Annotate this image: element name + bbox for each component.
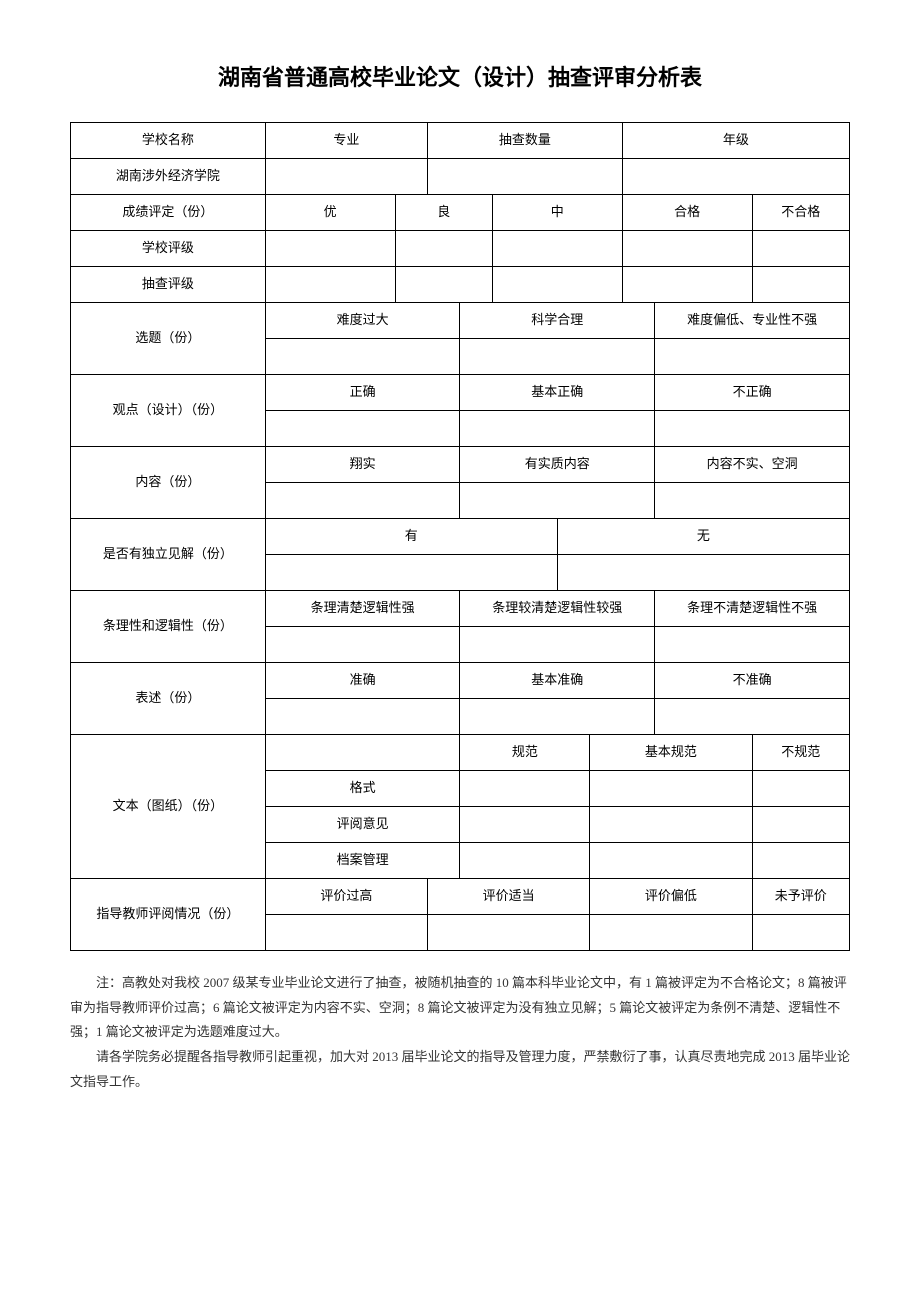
school-rating-good [395, 231, 492, 267]
content-label: 内容（份） [71, 447, 266, 519]
text-label: 文本（图纸）（份） [71, 735, 266, 879]
score-excellent: 优 [265, 195, 395, 231]
text-archive: 档案管理 [265, 843, 460, 879]
school-rating-label: 学校评级 [71, 231, 266, 267]
text-nonstd: 不规范 [752, 735, 849, 771]
topic-hard-val [265, 339, 460, 375]
count-label: 抽查数量 [427, 123, 622, 159]
text-review-basic [590, 807, 752, 843]
content-substantial: 有实质内容 [460, 447, 655, 483]
viewpoint-correct-val [265, 411, 460, 447]
text-standard: 规范 [460, 735, 590, 771]
teacher-low: 评价偏低 [590, 879, 752, 915]
spot-rating-pass [622, 267, 752, 303]
teacher-high: 评价过高 [265, 879, 427, 915]
logic-medium: 条理较清楚逻辑性较强 [460, 591, 655, 627]
note-p2: 请各学院务必提醒各指导教师引起重视，加大对 2013 届毕业论文的指导及管理力度… [70, 1045, 850, 1094]
school-rating-fail [752, 231, 849, 267]
topic-label: 选题（份） [71, 303, 266, 375]
school-label: 学校名称 [71, 123, 266, 159]
score-label: 成绩评定（份） [71, 195, 266, 231]
score-good: 良 [395, 195, 492, 231]
content-substantial-val [460, 483, 655, 519]
grade-label: 年级 [622, 123, 849, 159]
major-value [265, 159, 427, 195]
teacher-none: 未予评价 [752, 879, 849, 915]
review-table: 学校名称 专业 抽查数量 年级 湖南涉外经济学院 成绩评定（份） 优 良 中 合… [70, 122, 850, 951]
count-value [427, 159, 622, 195]
text-format-std [460, 771, 590, 807]
score-medium: 中 [492, 195, 622, 231]
originality-yes-val [265, 555, 557, 591]
viewpoint-basic: 基本正确 [460, 375, 655, 411]
school-rating-excellent [265, 231, 395, 267]
logic-weak-val [655, 627, 850, 663]
text-archive-std [460, 843, 590, 879]
expression-accurate: 准确 [265, 663, 460, 699]
content-empty-val [655, 483, 850, 519]
score-pass: 合格 [622, 195, 752, 231]
text-review-nonstd [752, 807, 849, 843]
logic-label: 条理性和逻辑性（份） [71, 591, 266, 663]
text-basic: 基本规范 [590, 735, 752, 771]
text-format-nonstd [752, 771, 849, 807]
school-name: 湖南涉外经济学院 [71, 159, 266, 195]
text-review-std [460, 807, 590, 843]
topic-reasonable: 科学合理 [460, 303, 655, 339]
teacher-none-val [752, 915, 849, 951]
text-format-basic [590, 771, 752, 807]
grade-value [622, 159, 849, 195]
spot-rating-excellent [265, 267, 395, 303]
expression-basic-val [460, 699, 655, 735]
topic-easy-val [655, 339, 850, 375]
viewpoint-wrong: 不正确 [655, 375, 850, 411]
expression-basic: 基本准确 [460, 663, 655, 699]
teacher-high-val [265, 915, 427, 951]
originality-label: 是否有独立见解（份） [71, 519, 266, 591]
school-rating-medium [492, 231, 622, 267]
note-p1: 注：高教处对我校 2007 级某专业毕业论文进行了抽查，被随机抽查的 10 篇本… [70, 971, 850, 1045]
spot-rating-label: 抽查评级 [71, 267, 266, 303]
teacher-proper: 评价适当 [427, 879, 589, 915]
topic-reasonable-val [460, 339, 655, 375]
viewpoint-label: 观点（设计）（份） [71, 375, 266, 447]
content-detailed-val [265, 483, 460, 519]
content-empty: 内容不实、空洞 [655, 447, 850, 483]
page-title: 湖南省普通高校毕业论文（设计）抽查评审分析表 [70, 60, 850, 92]
notes: 注：高教处对我校 2007 级某专业毕业论文进行了抽查，被随机抽查的 10 篇本… [70, 971, 850, 1094]
text-archive-nonstd [752, 843, 849, 879]
topic-hard: 难度过大 [265, 303, 460, 339]
text-review: 评阅意见 [265, 807, 460, 843]
text-blank [265, 735, 460, 771]
viewpoint-correct: 正确 [265, 375, 460, 411]
logic-weak: 条理不清楚逻辑性不强 [655, 591, 850, 627]
teacher-low-val [590, 915, 752, 951]
text-archive-basic [590, 843, 752, 879]
originality-no-val [557, 555, 849, 591]
content-detailed: 翔实 [265, 447, 460, 483]
expression-label: 表述（份） [71, 663, 266, 735]
originality-yes: 有 [265, 519, 557, 555]
expression-accurate-val [265, 699, 460, 735]
teacher-proper-val [427, 915, 589, 951]
spot-rating-good [395, 267, 492, 303]
spot-rating-medium [492, 267, 622, 303]
teacher-label: 指导教师评阅情况（份） [71, 879, 266, 951]
major-label: 专业 [265, 123, 427, 159]
text-format: 格式 [265, 771, 460, 807]
logic-medium-val [460, 627, 655, 663]
score-fail: 不合格 [752, 195, 849, 231]
viewpoint-wrong-val [655, 411, 850, 447]
expression-wrong-val [655, 699, 850, 735]
logic-strong-val [265, 627, 460, 663]
spot-rating-fail [752, 267, 849, 303]
topic-easy: 难度偏低、专业性不强 [655, 303, 850, 339]
logic-strong: 条理清楚逻辑性强 [265, 591, 460, 627]
school-rating-pass [622, 231, 752, 267]
originality-no: 无 [557, 519, 849, 555]
viewpoint-basic-val [460, 411, 655, 447]
expression-wrong: 不准确 [655, 663, 850, 699]
